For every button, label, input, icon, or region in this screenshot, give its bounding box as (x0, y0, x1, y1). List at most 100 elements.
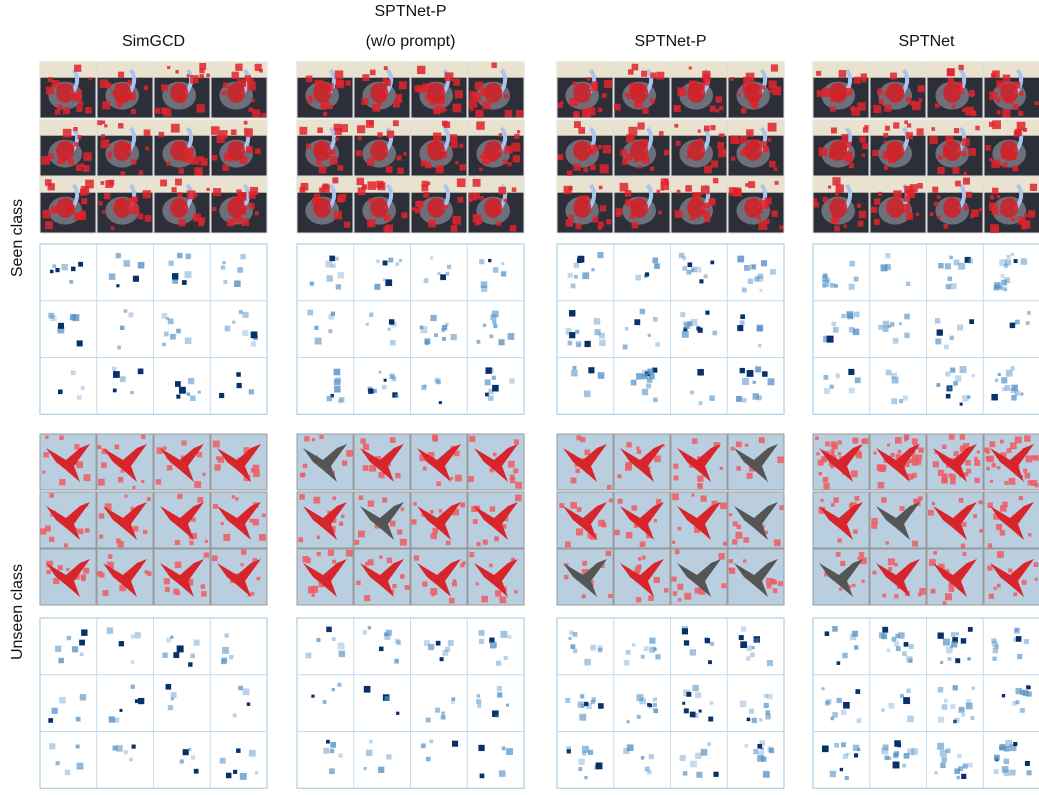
patch (484, 82, 503, 103)
heat-cell (937, 686, 944, 693)
patch (928, 559, 936, 566)
patch (882, 151, 891, 160)
patch (903, 461, 910, 468)
heat-cell (899, 398, 904, 404)
heat-cell (322, 700, 327, 704)
heat-cell (897, 743, 902, 748)
patch (711, 500, 718, 507)
heat-cell (947, 276, 952, 281)
patch (773, 167, 778, 171)
patch (851, 107, 860, 116)
patch (598, 185, 603, 190)
patch (482, 539, 488, 545)
patch (1000, 452, 1007, 459)
patch (302, 463, 308, 469)
thumb-sky (40, 62, 96, 78)
patch (319, 434, 324, 440)
patch (47, 183, 55, 191)
heat-cell (840, 709, 847, 716)
heat-cell (48, 312, 55, 319)
patch (828, 462, 833, 466)
thumb-sky (468, 177, 524, 193)
patch (201, 161, 206, 166)
patch (422, 83, 432, 92)
patch (1023, 468, 1028, 473)
patch (513, 439, 520, 445)
patch (449, 134, 458, 142)
patch (130, 506, 135, 511)
bird (933, 444, 977, 482)
patch (1013, 130, 1021, 137)
patch (185, 155, 193, 163)
patch (909, 184, 918, 193)
patch (498, 133, 503, 137)
heat-cell (965, 702, 973, 710)
heat-cell (856, 718, 862, 724)
patch (397, 529, 403, 535)
patch (635, 597, 642, 603)
heat-cell (770, 269, 776, 275)
patch (968, 148, 976, 156)
patch (378, 471, 385, 479)
patch (928, 509, 934, 516)
patch (768, 138, 772, 142)
heat-cell (992, 647, 999, 654)
patch (848, 503, 854, 509)
patch (721, 583, 727, 589)
patch (929, 212, 934, 217)
patch (884, 104, 892, 112)
patch (40, 528, 47, 535)
patch (733, 188, 742, 197)
heat-cell (219, 392, 225, 399)
patch (845, 141, 852, 148)
heat-cell (362, 630, 367, 635)
patch (624, 153, 632, 161)
heat-cell (382, 260, 388, 266)
heat-cell (570, 644, 576, 650)
heat-cell (943, 698, 948, 703)
patch (952, 104, 956, 109)
heat-cell (239, 772, 247, 780)
patch (118, 71, 125, 78)
patch (144, 215, 152, 222)
heat-cell (649, 646, 656, 653)
patch (740, 150, 746, 156)
patch (961, 151, 967, 157)
patch (959, 434, 966, 440)
heat-cell (495, 714, 499, 718)
patch (422, 581, 428, 587)
heat-cell (750, 652, 755, 658)
heat-cell (492, 710, 499, 718)
heat-cell (1004, 277, 1011, 284)
heat-cell (383, 632, 388, 637)
heat-cell (1013, 259, 1018, 264)
heat-cell (1009, 769, 1016, 776)
patch (377, 182, 386, 191)
heat-cell (55, 645, 62, 652)
heat-cell (682, 256, 687, 261)
heat-cell (957, 753, 962, 759)
patch (223, 533, 231, 541)
heat-cell (446, 264, 452, 269)
heat-cell (1026, 310, 1031, 315)
bird (103, 502, 147, 540)
patch (965, 191, 972, 198)
patch (313, 82, 332, 103)
patch (583, 167, 589, 173)
heat-cell (478, 744, 485, 752)
patch (873, 218, 880, 225)
heat-cell (492, 320, 497, 325)
patch (222, 82, 229, 88)
patch (368, 198, 374, 203)
patch (110, 226, 115, 230)
patch (675, 140, 681, 146)
heat-cell (435, 640, 441, 646)
patch (656, 71, 665, 80)
heat-cell (709, 395, 715, 401)
patch (155, 479, 162, 485)
patch (887, 558, 895, 566)
heat-cell (598, 332, 605, 339)
heat-cell (631, 643, 636, 647)
heat-cell (70, 266, 76, 272)
heat-cell (1024, 760, 1030, 766)
